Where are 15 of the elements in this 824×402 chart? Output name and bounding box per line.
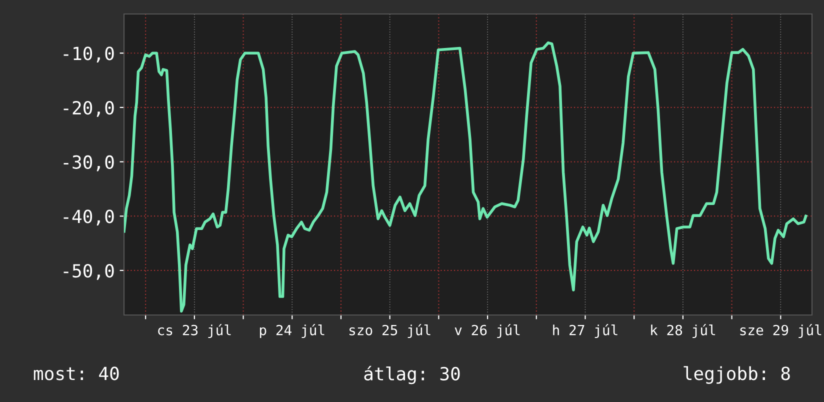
y-tick-label: -40,0 xyxy=(64,210,114,226)
x-tick-label: v 26 júl xyxy=(454,324,520,338)
y-tick-label: -20,0 xyxy=(64,100,114,117)
y-tick-label: -30,0 xyxy=(64,155,114,172)
x-tick-label: h 27 júl xyxy=(553,324,618,338)
x-tick-label: p 24 júl xyxy=(260,324,324,338)
x-tick-label: sze 29 júl xyxy=(740,324,822,338)
text: most: 40 xyxy=(34,366,119,380)
x-tick-label: szo 25 júl xyxy=(349,324,430,338)
y-tick-label: -50,0 xyxy=(64,264,114,280)
text: átlag: 30 xyxy=(364,366,460,384)
x-tick-label: k 28 júl xyxy=(651,324,716,338)
x-tick-label: cs 23 júl xyxy=(158,324,231,338)
text: legjobb: 8 xyxy=(684,366,790,384)
y-tick-label: -10,0 xyxy=(64,46,114,63)
